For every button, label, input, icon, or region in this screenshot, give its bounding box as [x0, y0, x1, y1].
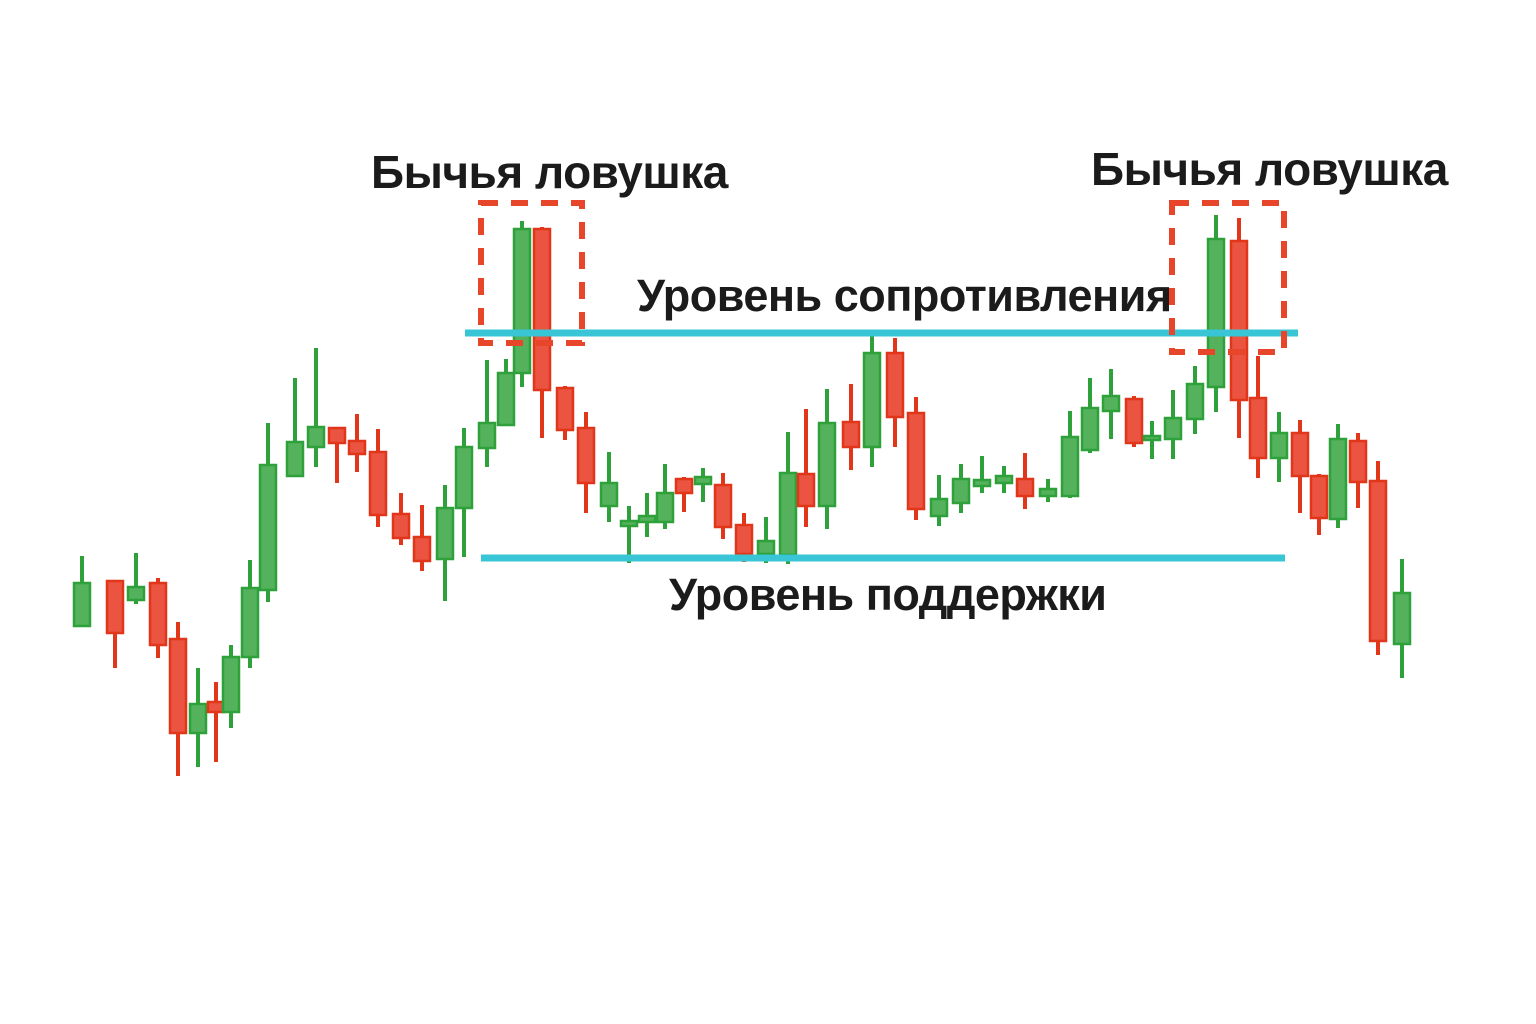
candle-43-body [951, 477, 971, 505]
candle-35-body [778, 471, 798, 557]
candle-2-body [105, 579, 125, 635]
bull-trap-label-1: Бычья ловушка [371, 146, 728, 198]
candle-28-body [637, 514, 657, 524]
candle-46-body [1015, 477, 1035, 498]
candle-48-body [1060, 435, 1080, 498]
candle-32-body [713, 483, 733, 529]
candle-55-body [1206, 237, 1226, 389]
support-level-label: Уровень поддержки [669, 569, 1107, 620]
candle-14-body [347, 439, 367, 456]
candle-9-body [240, 586, 260, 659]
candle-23-body [532, 227, 552, 392]
candle-58-body [1269, 431, 1289, 460]
candle-27-body [619, 519, 639, 528]
candle-12-body [306, 425, 326, 449]
candle-6-body [188, 702, 208, 735]
candle-5-body [168, 637, 188, 735]
candle-59-body [1290, 431, 1310, 478]
candle-50-body [1101, 394, 1121, 413]
candle-57-body [1248, 396, 1268, 460]
candle-61-body [1328, 437, 1348, 521]
candle-31-body [693, 475, 713, 486]
candle-33-body [734, 523, 754, 556]
candle-53-body [1163, 416, 1183, 441]
candle-41-body [906, 411, 926, 511]
candle-20-body [477, 421, 497, 450]
candle-44-body [972, 478, 992, 488]
candle-29-body [655, 491, 675, 524]
candle-49-body [1080, 406, 1100, 452]
candle-39-body [862, 351, 882, 449]
candle-36-body [796, 472, 816, 508]
bull-trap-label-2: Бычья ловушка [1091, 143, 1448, 195]
candle-7-body [206, 700, 226, 714]
candle-62-body [1348, 439, 1368, 484]
candle-18-body [435, 506, 455, 561]
candle-30-body [674, 477, 694, 495]
candle-8-body [221, 655, 241, 714]
candle-63-body [1368, 479, 1388, 643]
candle-19-body [454, 445, 474, 510]
candle-64-body [1392, 591, 1412, 646]
candle-56-body [1229, 239, 1249, 402]
candle-4-body [148, 581, 168, 647]
candle-3-body [126, 585, 146, 602]
candle-21-body [496, 371, 516, 427]
candle-37-body [817, 421, 837, 508]
candle-34-body [756, 539, 776, 556]
candle-16-body [391, 512, 411, 540]
candle-10-body [258, 463, 278, 592]
candle-47-body [1038, 487, 1058, 498]
candle-25-body [576, 426, 596, 485]
candle-40-body [885, 351, 905, 419]
candle-22-body [512, 227, 532, 375]
candle-13-body [327, 426, 347, 445]
candle-17-body [412, 535, 432, 563]
candle-24-body [555, 386, 575, 432]
candle-51-body [1124, 397, 1144, 445]
bull-trap-box-2 [1169, 200, 1287, 355]
candle-11-body [285, 440, 305, 478]
candle-52-body [1142, 434, 1162, 442]
candle-15-body [368, 450, 388, 517]
candle-45-body [994, 474, 1014, 485]
candle-38-body [841, 420, 861, 449]
candle-60-body [1309, 474, 1329, 520]
candle-26-body [599, 481, 619, 508]
resistance-level-label: Уровень сопротивления [637, 270, 1172, 321]
bull-trap-box-1 [478, 200, 585, 346]
candle-54-body [1185, 382, 1205, 421]
candle-1-body [72, 581, 92, 628]
candle-42-body [929, 497, 949, 518]
